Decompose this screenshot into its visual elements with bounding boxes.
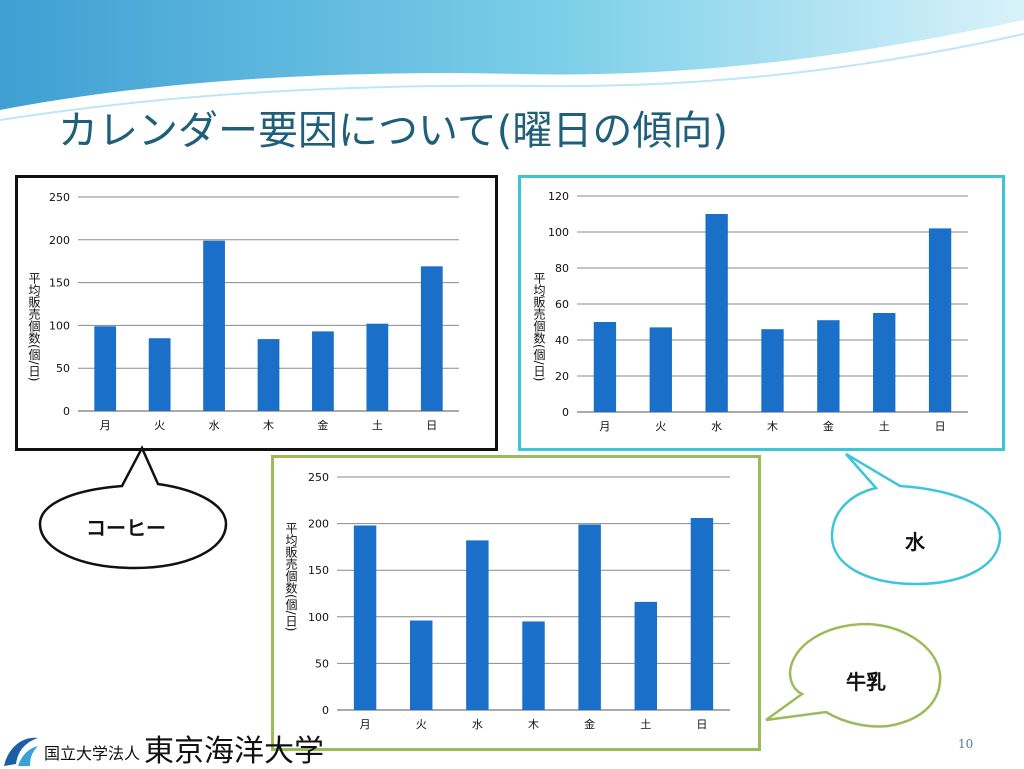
water-chart-panel: 0 20 40 60 80 100 120 月 火 水 木 金 土 日 平均販売個数(個/日) bbox=[518, 175, 1005, 451]
water-bar bbox=[817, 320, 840, 412]
coffee-y-tick-label: 250 bbox=[49, 191, 70, 204]
milk-x-tick-label: 水 bbox=[472, 718, 483, 731]
coffee-x-tick-label: 日 bbox=[426, 419, 437, 432]
water-bar bbox=[649, 327, 672, 412]
coffee-bar-chart: 0 50 100 150 200 250 月 火 水 木 金 土 日 bbox=[49, 191, 459, 432]
water-y-tick-label: 60 bbox=[555, 298, 569, 311]
coffee-bar bbox=[203, 240, 225, 411]
coffee-y-tick-label: 50 bbox=[56, 362, 70, 375]
water-y-tick-label: 120 bbox=[548, 190, 569, 203]
water-y-tick-label: 100 bbox=[548, 226, 569, 239]
coffee-x-tick-label: 金 bbox=[317, 418, 328, 432]
milk-x-tick-label: 金 bbox=[584, 717, 595, 731]
milk-bar bbox=[522, 621, 545, 710]
coffee-bar bbox=[257, 339, 280, 411]
coffee-bar bbox=[148, 338, 171, 411]
milk-y-tick-label: 100 bbox=[308, 611, 329, 624]
milk-bar bbox=[466, 540, 489, 710]
milk-x-tick-label: 土 bbox=[640, 718, 651, 731]
water-y-tick-label: 40 bbox=[555, 334, 569, 347]
wave-logo-icon bbox=[4, 737, 38, 766]
milk-bar bbox=[578, 524, 601, 710]
water-y-tick-label: 20 bbox=[555, 370, 569, 383]
water-bar bbox=[873, 313, 896, 412]
coffee-bar bbox=[420, 266, 443, 411]
coffee-bar bbox=[94, 326, 117, 411]
coffee-x-tick-label: 水 bbox=[209, 419, 220, 432]
water-x-tick-label: 木 bbox=[767, 420, 778, 433]
milk-chart-panel: 0 50 100 150 200 250 月 火 水 木 金 土 日 平均販売個数(個/日) bbox=[271, 455, 761, 751]
header-wave-decoration bbox=[0, 0, 1024, 121]
coffee-callout-label: コーヒー bbox=[86, 516, 166, 540]
water-bar bbox=[705, 214, 728, 412]
water-bar bbox=[928, 228, 952, 412]
milk-y-tick-label: 200 bbox=[308, 518, 329, 531]
milk-x-tick-label: 月 bbox=[360, 718, 371, 731]
coffee-y-tick-label: 150 bbox=[49, 277, 70, 290]
milk-x-tick-label: 日 bbox=[696, 718, 707, 731]
milk-callout-label: 牛乳 bbox=[846, 670, 886, 694]
water-x-tick-label: 日 bbox=[935, 420, 946, 433]
coffee-x-tick-label: 土 bbox=[372, 419, 383, 432]
coffee-x-tick-label: 火 bbox=[154, 419, 165, 432]
water-y-axis-label: 平均販売個数(個/日) bbox=[532, 272, 546, 382]
water-x-tick-label: 水 bbox=[711, 420, 722, 433]
milk-bar bbox=[353, 525, 377, 710]
milk-y-tick-label: 0 bbox=[322, 704, 329, 717]
water-bar-chart: 0 20 40 60 80 100 120 月 火 水 木 金 土 日 bbox=[548, 190, 968, 433]
coffee-callout-bubble bbox=[38, 445, 228, 570]
milk-x-tick-label: 木 bbox=[528, 718, 539, 731]
coffee-x-tick-label: 木 bbox=[263, 419, 274, 432]
coffee-y-tick-label: 100 bbox=[49, 319, 70, 332]
milk-y-tick-label: 150 bbox=[308, 564, 329, 577]
water-y-tick-label: 0 bbox=[562, 406, 569, 419]
milk-y-axis-label: 平均販売個数(個/日) bbox=[284, 522, 298, 632]
milk-y-tick-label: 50 bbox=[315, 657, 329, 670]
coffee-y-tick-label: 200 bbox=[49, 234, 70, 247]
milk-bar bbox=[634, 601, 658, 710]
footer-logo: 国立大学法人 東京海洋大学 bbox=[2, 726, 324, 768]
water-bar bbox=[761, 329, 784, 412]
milk-bar-chart: 0 50 100 150 200 250 月 火 水 木 金 土 日 bbox=[308, 471, 730, 731]
coffee-bar bbox=[312, 331, 334, 411]
milk-bar bbox=[690, 518, 714, 710]
milk-y-tick-label: 250 bbox=[308, 471, 329, 484]
coffee-bar bbox=[366, 323, 389, 411]
page-number: 10 bbox=[958, 737, 974, 751]
footer-organization: 国立大学法人 bbox=[44, 744, 141, 763]
milk-bar bbox=[409, 620, 433, 710]
footer-university-name: 東京海洋大学 bbox=[144, 734, 325, 769]
water-bar bbox=[593, 322, 617, 412]
water-x-tick-label: 土 bbox=[879, 420, 890, 433]
water-y-tick-label: 80 bbox=[555, 262, 569, 275]
coffee-y-axis-label: 平均販売個数(個/日) bbox=[27, 272, 41, 382]
water-x-tick-label: 火 bbox=[655, 420, 666, 433]
slide-title: カレンダー要因について(曜日の傾向) bbox=[58, 108, 729, 154]
water-x-tick-label: 金 bbox=[823, 419, 834, 433]
coffee-y-tick-label: 0 bbox=[63, 405, 70, 418]
coffee-x-tick-label: 月 bbox=[100, 419, 111, 432]
milk-x-tick-label: 火 bbox=[416, 718, 427, 731]
water-callout-bubble bbox=[830, 452, 1002, 586]
water-callout-label: 水 bbox=[905, 530, 925, 554]
coffee-chart-panel: 0 50 100 150 200 250 月 火 水 木 金 土 日 平均販売個数(個/日) bbox=[15, 175, 498, 451]
water-x-tick-label: 月 bbox=[599, 420, 610, 433]
